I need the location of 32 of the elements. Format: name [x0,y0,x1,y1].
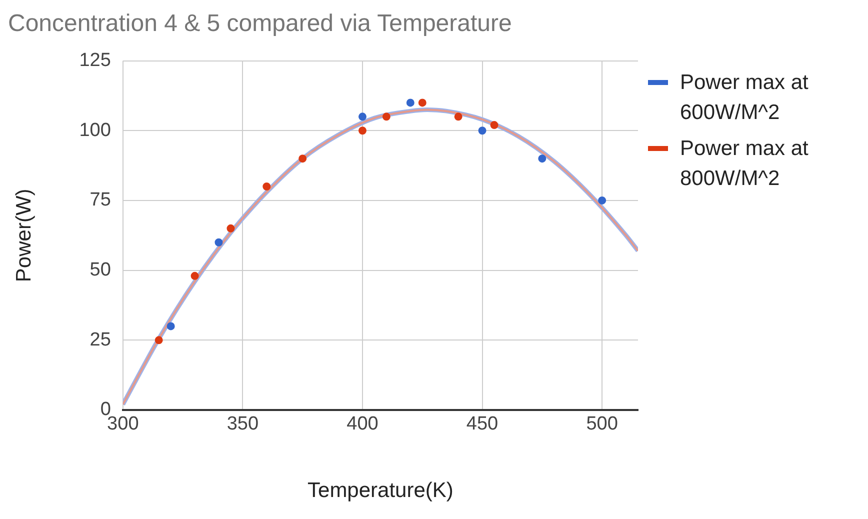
x-tick-label: 350 [226,414,259,435]
x-tick-label: 400 [346,414,378,435]
y-tick-label: 50 [90,260,111,281]
point [166,322,175,330]
point [298,154,307,163]
point [382,112,390,121]
point [262,182,271,191]
point [214,238,223,246]
chart-title: Concentration 4 & 5 compared via Temperature [8,10,512,38]
point [538,154,546,163]
point [154,336,163,344]
x-tick-label: 300 [107,414,139,435]
y-tick-label: 25 [90,329,111,350]
point [358,126,366,135]
point [478,126,486,135]
point [598,196,606,204]
point [190,272,199,280]
x-axis-title: Temperature(K) [308,479,454,502]
legend-label: Power max at 600W/M^2 [680,70,810,126]
y-tick-label: 125 [79,50,111,72]
point [226,224,235,232]
legend-label: Power max at 800W/M^2 [680,136,810,192]
y-tick-label: 75 [90,190,111,211]
point [490,121,498,130]
y-axis-title: Power(W) [12,188,36,282]
point [454,112,462,121]
x-tick-label: 500 [586,414,618,435]
y-tick-label: 100 [79,120,111,141]
point [358,112,366,121]
x-tick-label: 450 [466,414,498,435]
point [406,98,414,107]
point [418,98,426,107]
